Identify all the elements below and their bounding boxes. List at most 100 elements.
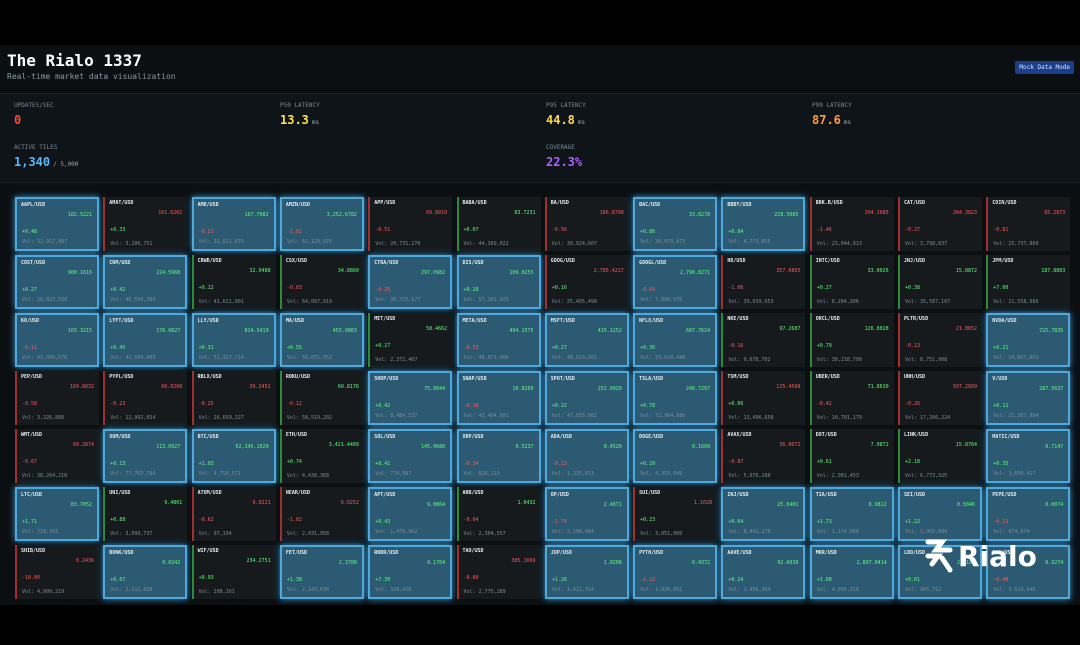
ticker-tile[interactable]: AAPL/USD 182.5221 +0.48 Vol: 52,917,887: [15, 197, 99, 251]
ticker-volume: Vol: 77,763,796: [110, 471, 156, 477]
ticker-tile[interactable]: NFLX/USD 607.7624 +0.36 Vol: 33,010,440: [633, 313, 718, 367]
ticker-tile[interactable]: DOGE/USD 0.1609 +0.29 Vol: 4,359,049: [633, 429, 718, 483]
ticker-volume: Vol: 13,496,658: [728, 415, 774, 421]
ticker-tile[interactable]: NEAR/USD 6.0252 -1.02 Vol: 2,031,958: [279, 487, 364, 541]
ticker-tile[interactable]: TSLA/USD 248.7297 +0.78 Vol: 72,904,886: [633, 371, 718, 425]
ticker-tile[interactable]: TAO/USD 385.1669 -0.80 Vol: 2,775,289: [456, 545, 541, 599]
ticker-tile[interactable]: UNI/USD 9.4801 +0.88 Vol: 3,099,737: [103, 487, 188, 541]
stat-unit: ms: [311, 119, 320, 126]
ticker-change: -1.74: [551, 519, 567, 525]
ticker-tile[interactable]: TIA/USD 8.9812 +1.73 Vol: 1,174,568: [809, 487, 894, 541]
ticker-tile[interactable]: LYFT/USD 176.0827 +0.45 Vol: 42,684,809: [103, 313, 188, 367]
ticker-tile[interactable]: SPOT/USD 252.0929 +0.22 Vol: 47,033,982: [544, 371, 629, 425]
ticker-tile[interactable]: META/USD 494.1575 -0.53 Vol: 48,071,900: [456, 313, 541, 367]
ticker-tile[interactable]: APP/USD 69.8919 -0.51 Vol: 20,731,270: [368, 197, 453, 251]
ticker-tile[interactable]: XOM/USD 113.0927 +0.13 Vol: 77,763,796: [103, 429, 188, 483]
ticker-tile[interactable]: V/USD 287.5637 +0.11 Vol: 22,387,984: [986, 371, 1071, 425]
ticker-tile[interactable]: INJ/USD 25.0401 +0.64 Vol: 8,441,270: [721, 487, 806, 541]
ticker-tile[interactable]: MA/USD 455.0883 +0.55 Vol: 58,071,952: [279, 313, 364, 367]
ticker-tile[interactable]: PEP/USD 169.8032 -0.58 Vol: 3,226,880: [15, 371, 99, 425]
ticker-tile[interactable]: MKR/USD 2,897.0414 +1.68 Vol: 4,095,318: [809, 545, 894, 599]
ticker-tile[interactable]: SNAP/USD 10.8209 -0.18 Vol: 43,404,601: [456, 371, 541, 425]
ticker-tile[interactable]: LTC/USD 83.7052 +1.71 Vol: 718,303: [15, 487, 99, 541]
ticker-tile[interactable]: MSFT/USD 415.1252 +0.27 Vol: 48,613,601: [544, 313, 629, 367]
ticker-change: -0.13: [905, 343, 921, 349]
ticker-tile[interactable]: CRWD/USD 32.9488 +0.12 Vol: 41,621,901: [191, 255, 276, 309]
ticker-tile[interactable]: NVDA/USD 725.7835 +0.21 Vol: 14,057,663: [986, 313, 1071, 367]
ticker-tile[interactable]: BTC/USD 62,345.1020 +1.93 Vol: 4,750,571: [191, 429, 276, 483]
ticker-tile[interactable]: CAT/USD 284.3823 -0.27 Vol: 3,798,837: [898, 197, 982, 251]
ticker-tile[interactable]: GOOG/USD 2,785.4217 +0.16 Vol: 25,495,498: [544, 255, 629, 309]
ticker-price: 187.8803: [1041, 268, 1066, 274]
ticker-tile[interactable]: UNH/USD 507.2809 -0.26 Vol: 17,206,224: [898, 371, 982, 425]
ticker-tile[interactable]: ARB/USD 1.0432 -0.04 Vol: 2,304,557: [456, 487, 541, 541]
ticker-tile[interactable]: WMT/USD 60.2874 -0.67 Vol: 38,264,218: [15, 429, 99, 483]
ticker-tile[interactable]: BA/USD 186.8708 -0.56 Vol: 30,924,607: [544, 197, 629, 251]
ticker-tile[interactable]: JUP/USD 1.0208 +1.26 Vol: 1,412,314: [544, 545, 629, 599]
ticker-tile[interactable]: LINK/USD 15.8764 +2.18 Vol: 6,773,925: [898, 429, 982, 483]
ticker-change: +0.36: [640, 345, 656, 351]
ticker-tile[interactable]: BBBY/USD 228.5085 +0.84 Vol: 4,773,055: [721, 197, 806, 251]
ticker-tile[interactable]: MATIC/USD 0.7147 +0.35 Vol: 3,650,417: [986, 429, 1071, 483]
ticker-price: 60.8176: [337, 384, 359, 390]
ticker-tile[interactable]: PEPE/USD 0.0074 -0.11 Vol: 874,674: [986, 487, 1071, 541]
stat-label: P99 LATENCY: [812, 102, 852, 109]
ticker-tile[interactable]: SHOP/USD 75.8844 +0.42 Vol: 8,484,537: [368, 371, 453, 425]
ticker-tile[interactable]: NKE/USD 97.2687 -0.16 Vol: 9,678,702: [721, 313, 806, 367]
ticker-tile[interactable]: ADA/USD 0.4520 -0.13 Vol: 1,335,813: [544, 429, 629, 483]
ticker-tile[interactable]: KO/USD 103.3215 -0.11 Vol: 43,009,576: [15, 313, 99, 367]
ticker-tile[interactable]: TSM/USD 135.4508 +0.06 Vol: 13,496,658: [721, 371, 806, 425]
ticker-tile[interactable]: JNJ/USD 15.8872 +0.38 Vol: 35,587,107: [898, 255, 982, 309]
ticker-tile[interactable]: ROKU/USD 60.8176 -0.12 Vol: 58,519,202: [279, 371, 364, 425]
ticker-tile[interactable]: COIN/USD 85.2873 -0.81 Vol: 25,737,960: [986, 197, 1071, 251]
ticker-tile[interactable]: HD/USD 357.0865 -1.06 Vol: 39,039,653: [721, 255, 806, 309]
ticker-tile[interactable]: JPM/USD 187.8803 +7.00 Vol: 11,558,986: [986, 255, 1071, 309]
ticker-symbol: META/USD: [462, 318, 487, 324]
ticker-tile[interactable]: LLY/USD 814.5419 +0.31 Vol: 51,327,714: [191, 313, 276, 367]
ticker-tile[interactable]: UBER/USD 71.8630 -0.42 Vol: 10,701,179: [809, 371, 894, 425]
ticker-tile[interactable]: PYTH/USD 0.4372 -1.22 Vol: 1,820,051: [633, 545, 718, 599]
ticker-tile[interactable]: BONK/USD 0.0242 +0.07 Vol: 2,112,038: [103, 545, 188, 599]
ticker-tile[interactable]: GOOGL/USD 2,798.8271 -0.64 Vol: 7,890,570: [633, 255, 718, 309]
ticker-tile[interactable]: CRM/USD 224.5968 +0.42 Vol: 40,550,380: [103, 255, 188, 309]
mode-button[interactable]: Mock Data Mode: [1015, 61, 1074, 74]
ticker-tile[interactable]: XRP/USD 0.5237 -0.34 Vol: 826,119: [456, 429, 541, 483]
ticker-tile[interactable]: PYPL/USD 60.0208 -0.23 Vol: 12,992,054: [103, 371, 188, 425]
ticker-tile[interactable]: WIF/USD 234.2751 +0.93 Vol: 208,161: [191, 545, 276, 599]
ticker-volume: Vol: 2,304,557: [463, 531, 506, 537]
ticker-tile[interactable]: AMD/USD 167.7082 -0.21 Vol: 32,821,875: [191, 197, 276, 251]
ticker-symbol: LINK/USD: [904, 432, 929, 438]
ticker-tile[interactable]: RNDR/USD 8.1704 +7.30 Vol: 328,428: [368, 545, 453, 599]
ticker-tile[interactable]: COST/USD 900.1616 +0.27 Vol: 20,823,530: [15, 255, 99, 309]
ticker-tile[interactable]: FET/USD 2.3700 +1.38 Vol: 2,143,030: [279, 545, 364, 599]
ticker-tile[interactable]: RBLX/USD 39.2452 -0.25 Vol: 26,659,327: [191, 371, 276, 425]
ticker-tile[interactable]: SOL/USD 145.0680 +0.41 Vol: 774,987: [368, 429, 453, 483]
ticker-tile[interactable]: APT/USD 9.8864 +0.43 Vol: 1,470,962: [368, 487, 453, 541]
ticker-tile[interactable]: PLTR/USD 21.8652 -0.13 Vol: 8,751,908: [898, 313, 982, 367]
ticker-tile[interactable]: SEI/USD 0.5046 +1.22 Vol: 3,003,604: [898, 487, 982, 541]
ticker-tile[interactable]: AAVE/USD 92.6038 +0.24 Vol: 1,456,364: [721, 545, 806, 599]
ticker-change: -1.02: [286, 517, 302, 523]
ticker-tile[interactable]: BAC/USD 33.8278 +0.86 Vol: 38,079,873: [633, 197, 718, 251]
ticker-tile[interactable]: ETH/USD 3,421.4409 +0.74 Vol: 4,438,368: [279, 429, 364, 483]
ticker-tile[interactable]: SUI/USD 1.1028 +0.23 Vol: 3,051,000: [633, 487, 718, 541]
ticker-tile[interactable]: AMZN/USD 3,252.6782 -1.02 Vol: 62,120,978: [279, 197, 364, 251]
ticker-tile[interactable]: DIS/USD 109.0255 +0.28 Vol: 57,181,925: [456, 255, 541, 309]
ticker-tile[interactable]: BABA/USD 83.7231 +0.07 Vol: 44,369,022: [456, 197, 541, 251]
ticker-tile[interactable]: ORCL/USD 126.8028 +0.79 Vol: 30,218,799: [809, 313, 894, 367]
ticker-tile[interactable]: INTC/USD 33.0026 +0.27 Vol: 8,284,306: [809, 255, 894, 309]
ticker-tile[interactable]: CSX/USD 34.8860 -0.03 Vol: 64,097,919: [279, 255, 364, 309]
ticker-tile[interactable]: CTRA/USD 297.0982 -0.25 Vol: 30,715,177: [368, 255, 453, 309]
ticker-volume: Vol: 58,071,952: [286, 355, 333, 361]
ticker-tile[interactable]: LDO/USD 2.0186 +0.61 Vol: 905,712: [898, 545, 982, 599]
ticker-symbol: MET/USD: [374, 316, 396, 322]
ticker-tile[interactable]: SHIB/USD 0.2436 -10.00 Vol: 4,999,219: [15, 545, 99, 599]
ticker-tile[interactable]: ENA/USD 0.9274 -0.48 Vol: 3,614,940: [986, 545, 1071, 599]
ticker-tile[interactable]: AMAT/USD 161.6202 +0.33 Vol: 3,106,751: [103, 197, 188, 251]
ticker-tile[interactable]: ATOM/USD 9.0221 -0.62 Vol: 97,194: [191, 487, 276, 541]
ticker-tile[interactable]: DOT/USD 7.0872 +0.61 Vol: 2,981,453: [809, 429, 894, 483]
ticker-tile[interactable]: AVAX/USD 36.0072 -0.87 Vol: 5,076,280: [721, 429, 806, 483]
ticker-tile[interactable]: OP/USD 2.4871 -1.74 Vol: 3,108,084: [544, 487, 629, 541]
ticker-tile[interactable]: BRK.B/USD 394.1085 -1.46 Vol: 23,044,913: [809, 197, 894, 251]
ticker-tile[interactable]: MET/USD 58.4662 +0.17 Vol: 2,372,407: [368, 313, 453, 367]
